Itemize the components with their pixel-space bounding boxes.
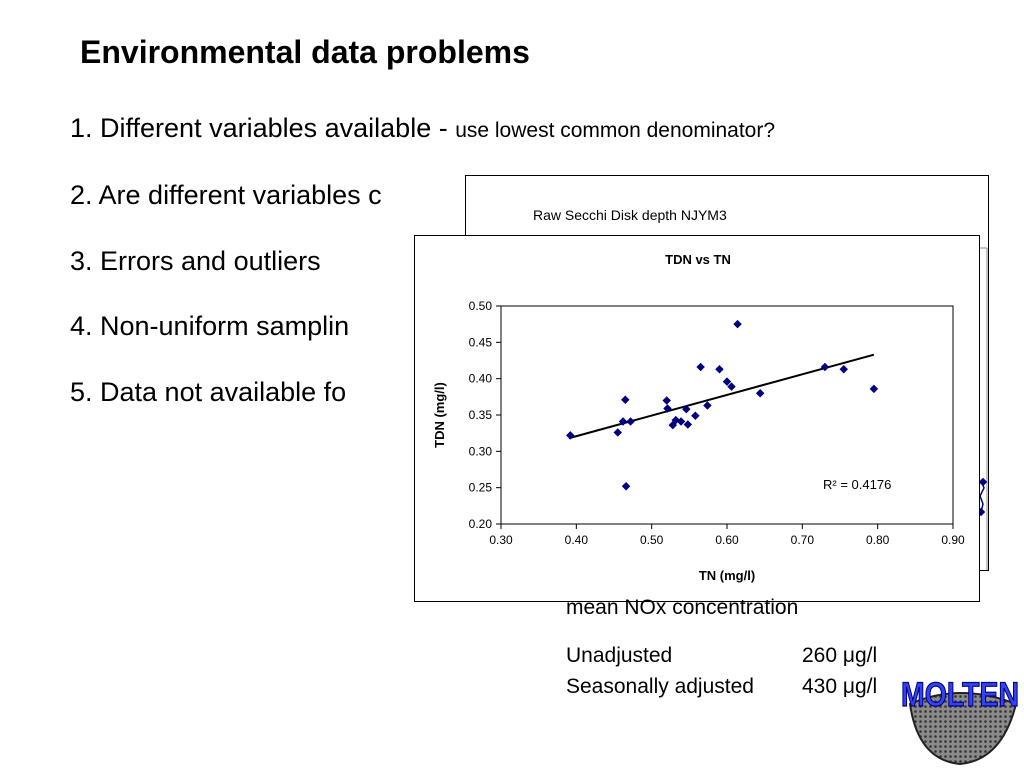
bullet-3: 3. Errors and outliers: [70, 246, 321, 276]
secchi-series-line: [979, 481, 985, 513]
y-axis: 0.20 0.25 0.30 0.35 0.40 0.45 0.50: [469, 299, 501, 531]
y-axis-label: TDN (mg/l): [432, 382, 447, 448]
logo-text: MOLTEN: [901, 676, 1019, 714]
r-squared-annotation: R² = 0.4176: [823, 477, 891, 492]
data-point: [663, 404, 672, 413]
nox-row-seasonal: Seasonally adjusted 430 μg/l: [566, 675, 877, 699]
chart-title: TDN vs TN: [665, 252, 731, 267]
data-point: [722, 377, 732, 386]
nox-title: mean NOx concentration: [566, 596, 799, 619]
bullet-1-sub: use lowest common denominator?: [455, 119, 776, 142]
x-axis-label: TN (mg/l): [699, 568, 755, 583]
x-tick-label: 0.80: [866, 533, 890, 547]
data-point: [755, 388, 765, 398]
data-point: [727, 382, 736, 391]
bullet-5: 5. Data not available fo: [70, 377, 347, 407]
x-tick-label: 0.50: [640, 533, 664, 547]
nox-label: Unadjusted: [566, 644, 673, 667]
data-point: [676, 417, 686, 426]
data-point: [839, 364, 849, 374]
data-point: [696, 362, 705, 372]
data-points: [566, 319, 879, 491]
y-tick-label: 0.20: [469, 517, 493, 531]
nox-value: 430 μg/l: [802, 675, 878, 698]
y-tick-label: 0.30: [469, 444, 493, 458]
secchi-chart-title: Raw Secchi Disk depth NJYM3: [533, 207, 727, 223]
data-point: [691, 411, 700, 420]
x-tick-label: 0.40: [565, 533, 589, 547]
data-point: [626, 417, 635, 426]
molten-logo: MOLTEN: [900, 675, 1020, 766]
data-point: [703, 401, 712, 410]
data-point: [820, 362, 830, 372]
nox-value: 260 μg/l: [802, 644, 878, 667]
y-tick-label: 0.50: [469, 299, 493, 313]
slide-title: Environmental data problems: [80, 34, 530, 70]
tdn-chart-panel: TDN vs TN 0.30 0.40 0.50 0.60 0.70 0.80 0.90 0…: [414, 235, 980, 602]
nox-label: Seasonally adjusted: [566, 675, 754, 698]
y-tick-label: 0.45: [469, 335, 493, 349]
data-point: [613, 428, 623, 437]
diatom-icon: [908, 692, 1018, 766]
data-point: [618, 417, 628, 426]
x-axis: 0.30 0.40 0.50 0.60 0.70 0.80 0.90: [489, 524, 965, 547]
data-point: [621, 481, 631, 491]
y-tick-label: 0.25: [469, 481, 493, 495]
data-point: [733, 319, 742, 329]
data-point: [869, 384, 879, 394]
secchi-point: [978, 477, 988, 487]
bullet-1: 1. Different variables available - use l…: [70, 113, 775, 144]
data-point: [715, 364, 724, 374]
data-point: [662, 396, 671, 405]
data-point: [566, 431, 575, 440]
y-tick-label: 0.35: [469, 408, 493, 422]
x-tick-label: 0.90: [941, 533, 965, 547]
x-tick-label: 0.60: [715, 533, 739, 547]
tdn-vs-tn-chart: TDN vs TN 0.30 0.40 0.50 0.60 0.70 0.80 0.90 0…: [432, 252, 965, 583]
bullet-2: 2. Are different variables c: [70, 180, 382, 210]
bullet-1-main: 1. Different variables available -: [70, 113, 456, 143]
bullet-4: 4. Non-uniform samplin: [70, 311, 350, 341]
y-tick-label: 0.40: [469, 372, 493, 386]
nox-row-unadjusted: Unadjusted 260 μg/l: [566, 644, 877, 668]
x-tick-label: 0.70: [791, 533, 815, 547]
x-tick-label: 0.30: [489, 533, 513, 547]
data-point: [621, 395, 630, 404]
